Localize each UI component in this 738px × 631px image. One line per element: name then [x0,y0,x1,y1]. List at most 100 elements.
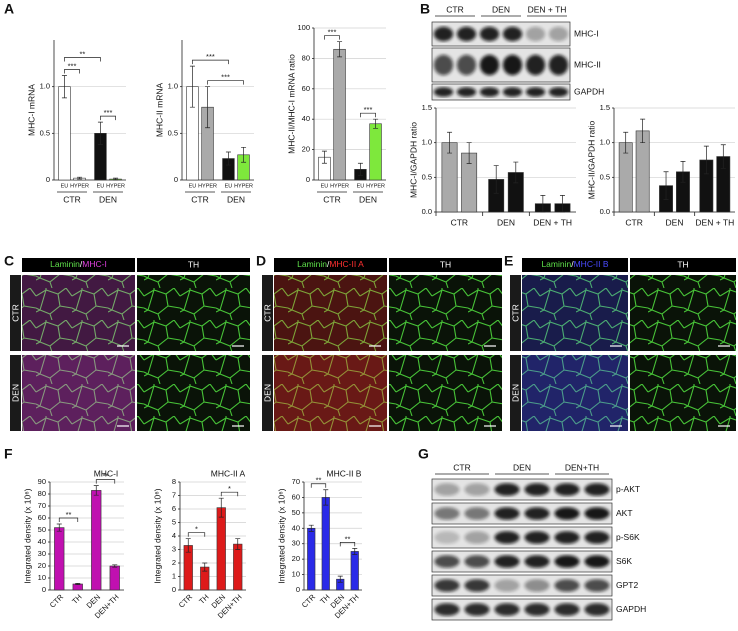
treatment-label: TH [677,259,688,269]
row-label: CTR [510,304,520,321]
row-strip [262,275,273,351]
y-tick-label: 90 [38,477,46,486]
significance-label: ** [80,49,86,58]
blot-band [554,579,580,592]
blot-band [584,507,610,520]
bar [307,527,316,591]
y-tick-label: 0 [306,175,310,184]
y-axis-label: MHC-I mRNA [26,84,36,136]
y-tick-label: 50 [292,508,300,517]
y-tick-label: 1.0 [168,82,178,91]
y-tick-label: 20 [292,554,300,563]
group-label: DEN [666,217,684,227]
blot-band [433,87,454,97]
blot-band [494,483,520,496]
significance-bracket [100,115,116,121]
bar [321,497,330,591]
x-tick-label: HYPER [106,183,125,189]
blot-band-label: p-S6K [616,532,640,542]
error-bar [493,165,499,194]
significance-label: ** [103,472,109,481]
x-tick-label: HYPER [70,183,89,189]
y-tick-label: 0.5 [40,128,50,137]
micrograph [630,355,736,431]
y-tick-label: 8 [172,477,176,486]
error-bar [205,86,211,129]
blot-band-label: GAPDH [574,86,604,96]
blot-band-label: S6K [616,556,632,566]
group-label: CTR [323,194,340,204]
blot-band [434,531,460,544]
micrograph [22,355,135,431]
row-strip [262,355,273,431]
micrograph [630,275,736,351]
y-tick-label: 70 [38,501,46,510]
error-bar [189,65,195,108]
group-label: DEN [227,194,245,204]
x-tick-label: HYPER [198,183,217,189]
micrograph [137,275,250,351]
significance-bracket [360,112,376,118]
significance-label: ** [345,534,351,543]
bar [109,565,120,591]
blot-band [479,87,500,97]
blot-band [456,54,477,76]
error-bar [640,118,646,144]
chart-title: MHC-I [94,468,119,478]
significance-bracket [192,59,229,65]
bar [635,130,650,213]
y-tick-label: 80 [38,489,46,498]
micrograph [522,275,628,351]
blot-band [464,483,490,496]
stain-part: / [327,259,330,269]
x-tick-label: HYPER [330,183,349,189]
blot-group-label: DEN + TH [528,4,567,14]
y-axis-label: Integrated density (x 10⁶) [22,488,32,583]
bar [216,507,226,591]
bar [350,551,359,591]
micrograph-tint [274,355,387,431]
error-bar [466,142,472,164]
error-bar [112,564,118,568]
row-label: DEN [10,384,20,402]
micrograph [522,355,628,431]
stain-part: / [80,259,83,269]
blot-band [479,54,500,76]
y-tick-label: 50 [38,525,46,534]
bar [58,86,71,181]
error-bar [321,150,327,164]
x-tick-label: EU [357,183,365,189]
group-label: CTR [191,194,208,204]
y-tick-label: 0 [42,585,46,594]
y-tick-label: 0.5 [422,172,432,181]
panel-letter: C [4,253,14,269]
significance-label: *** [364,105,373,114]
chart-title: MHC-II A [211,468,246,478]
blot-band [554,555,580,568]
y-axis-label: MHC-II/GAPDH ratio [586,121,596,200]
stain-part: MHC-II B [574,259,609,269]
x-tick-label: EU [189,183,197,189]
stain-label: Laminin/MHC-II B [541,259,608,269]
y-tick-label: 60 [292,492,300,501]
significance-bracket [58,517,79,522]
error-bar [93,485,99,496]
blot-band [434,483,460,496]
blot-band [524,531,550,544]
error-bar [97,121,103,145]
significance-bracket [95,479,116,484]
micrograph-tint [137,275,250,351]
stain-part: Laminin [50,259,80,269]
y-tick-label: 40 [38,537,46,546]
blot-band [494,603,520,616]
error-bar [225,151,231,166]
blot-band-label: GAPDH [616,604,646,614]
y-tick-label: 0 [172,585,176,594]
bar [233,543,243,591]
blot-group-label: DEN [492,4,510,14]
significance-label: *** [206,52,215,61]
blot-band [464,579,490,592]
y-tick-label: 0 [174,175,178,184]
x-tick-label: HYPER [366,183,385,189]
